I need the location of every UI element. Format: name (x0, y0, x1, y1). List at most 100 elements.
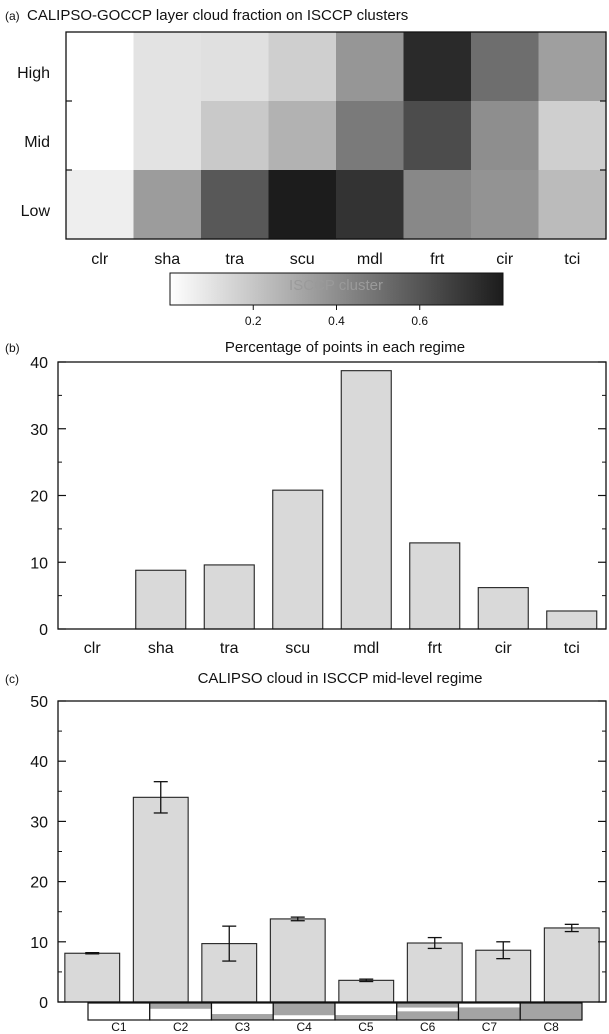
panel-c-category-label-C7: C7 (482, 1020, 498, 1034)
profile-fill-C3 (211, 1014, 274, 1020)
heatmap-cell-mid-scu (268, 101, 337, 171)
panel-b-bar-frt (409, 542, 461, 630)
heatmap-cell-low-cir (471, 170, 540, 240)
panel-b-category-label-sha: sha (148, 640, 174, 657)
heatmap-cell-low-clr (66, 170, 135, 240)
panel-a-tag: (a) (5, 9, 20, 23)
heatmap-cell-low-tci (538, 170, 607, 240)
profile-fill-C6 (396, 1003, 459, 1008)
panel-c-category-label-C4: C4 (296, 1020, 312, 1034)
profile-border-C8 (519, 1002, 583, 1021)
heatmap-cell-mid-clr (66, 101, 135, 171)
profile-box-C1 (88, 1003, 150, 1020)
panel-b-ytick-label: 30 (30, 422, 48, 439)
panel-c-category-label-C6: C6 (420, 1020, 436, 1034)
cluster-profile-boxes (87, 1002, 583, 1021)
heatmap-cell-high-frt (403, 32, 472, 102)
panel-c-category-label-C1: C1 (111, 1020, 127, 1034)
heatmap-cell-high-tra (201, 32, 270, 102)
panel-b-category-label-tci: tci (564, 640, 580, 657)
panel-c-ytick-label: 10 (30, 935, 48, 952)
heatmap-cells (66, 32, 607, 240)
colorbar-tick-label: 0.2 (245, 314, 262, 328)
panel-b-ytick-label: 20 (30, 489, 48, 506)
panel-b-bars (135, 370, 598, 630)
column-label-mdl: mdl (357, 251, 383, 268)
column-label-tci: tci (564, 251, 580, 268)
heatmap-cell-high-scu (268, 32, 337, 102)
panel-b-category-label-mdl: mdl (353, 640, 379, 657)
row-label-low: Low (21, 203, 51, 220)
heatmap-cell-high-clr (66, 32, 135, 102)
heatmap-cell-low-scu (268, 170, 337, 240)
panel-c-tag: (c) (5, 672, 19, 686)
colorbar-tick-label: 0.6 (411, 314, 428, 328)
heatmap-cell-low-mdl (336, 170, 405, 240)
panel-c-category-labels: C1 C2 C3 C4 C5 C6 C7 C8 (111, 1020, 559, 1034)
panel-c-category-label-C8: C8 (543, 1020, 559, 1034)
profile-fill-C8 (520, 1003, 582, 1020)
panel-b-bar-mdl (340, 370, 392, 630)
panel-c-category-label-C2: C2 (173, 1020, 189, 1034)
heatmap-cell-low-frt (403, 170, 472, 240)
panel-b-bar-scu (272, 489, 324, 630)
panel-b-category-label-scu: scu (285, 640, 310, 657)
heatmap-frame (65, 31, 607, 240)
panel-c-category-label-C5: C5 (358, 1020, 374, 1034)
column-label-frt: frt (430, 251, 445, 268)
panel-b-bar-tci (546, 610, 598, 630)
colorbar-label: ISCCP cluster (289, 277, 383, 294)
heatmap-cell-low-tra (201, 170, 270, 240)
heatmap-cell-mid-mdl (336, 101, 405, 171)
panel-c-bar-C4 (269, 918, 326, 1003)
panel-c-category-label-C3: C3 (235, 1020, 251, 1034)
panel-a-heatmap: (a) CALIPSO-GOCCP layer cloud fraction o… (5, 7, 607, 328)
panel-c-bar-C2 (132, 796, 189, 1003)
heatmap-cell-high-cir (471, 32, 540, 102)
column-label-cir: cir (496, 251, 514, 268)
panel-c-bar-C5 (338, 979, 395, 1003)
panel-c-bar-chart: (c) CALIPSO cloud in ISCCP mid-level reg… (5, 670, 607, 1034)
panel-b-bar-cir (477, 587, 529, 630)
heatmap-cell-mid-frt (403, 101, 472, 171)
heatmap-cell-mid-tra (201, 101, 270, 171)
panel-c-ytick-label: 30 (30, 814, 48, 831)
profile-fill-C2 (149, 1003, 212, 1009)
panel-c-bar-C8 (543, 927, 600, 1003)
colorbar-tick-label: 0.4 (328, 314, 345, 328)
panel-b-category-label-frt: frt (428, 640, 443, 657)
panel-c-ytick-label: 40 (30, 754, 48, 771)
column-label-clr: clr (91, 251, 109, 268)
heatmap-tick-marks (66, 100, 606, 171)
profile-fill-C6 (396, 1011, 459, 1020)
panel-c-error-bars (85, 781, 579, 983)
column-label-sha: sha (154, 251, 180, 268)
panel-a-title: CALIPSO-GOCCP layer cloud fraction on IS… (27, 7, 408, 24)
panel-b-category-label-cir: cir (495, 640, 513, 657)
colorbar-ticks: 0.2 0.4 0.6 (245, 305, 428, 328)
panel-b-category-label-clr: clr (84, 640, 102, 657)
panel-c-ticks: 0 10 20 30 40 50 (30, 694, 606, 1012)
panel-b-tag: (b) (5, 341, 20, 355)
heatmap-cell-high-tci (538, 32, 607, 102)
panel-b-category-labels: clr sha tra scu mdl frt cir tci (84, 640, 580, 657)
heatmap-cell-mid-cir (471, 101, 540, 171)
colorbar (169, 272, 504, 306)
panel-b-category-label-tra: tra (220, 640, 239, 657)
panel-c-bar-C1 (64, 952, 121, 1003)
heatmap-cell-mid-sha (133, 101, 202, 171)
panel-c-ytick-label: 0 (39, 995, 48, 1012)
heatmap-column-labels: clr sha tra scu mdl frt cir tci (91, 251, 580, 268)
panel-b-ytick-label: 10 (30, 555, 48, 572)
panel-c-ytick-label: 20 (30, 875, 48, 892)
panel-b-ytick-label: 40 (30, 355, 48, 372)
panel-c-ytick-label: 50 (30, 694, 48, 711)
panel-b-bar-tra (203, 564, 255, 630)
heatmap-cell-low-sha (133, 170, 202, 240)
heatmap-cell-high-mdl (336, 32, 405, 102)
column-label-scu: scu (290, 251, 315, 268)
panel-b-bar-sha (135, 569, 187, 630)
profile-fill-C5 (335, 1015, 397, 1020)
panel-b-bar-chart: (b) Percentage of points in each regime … (5, 339, 607, 657)
